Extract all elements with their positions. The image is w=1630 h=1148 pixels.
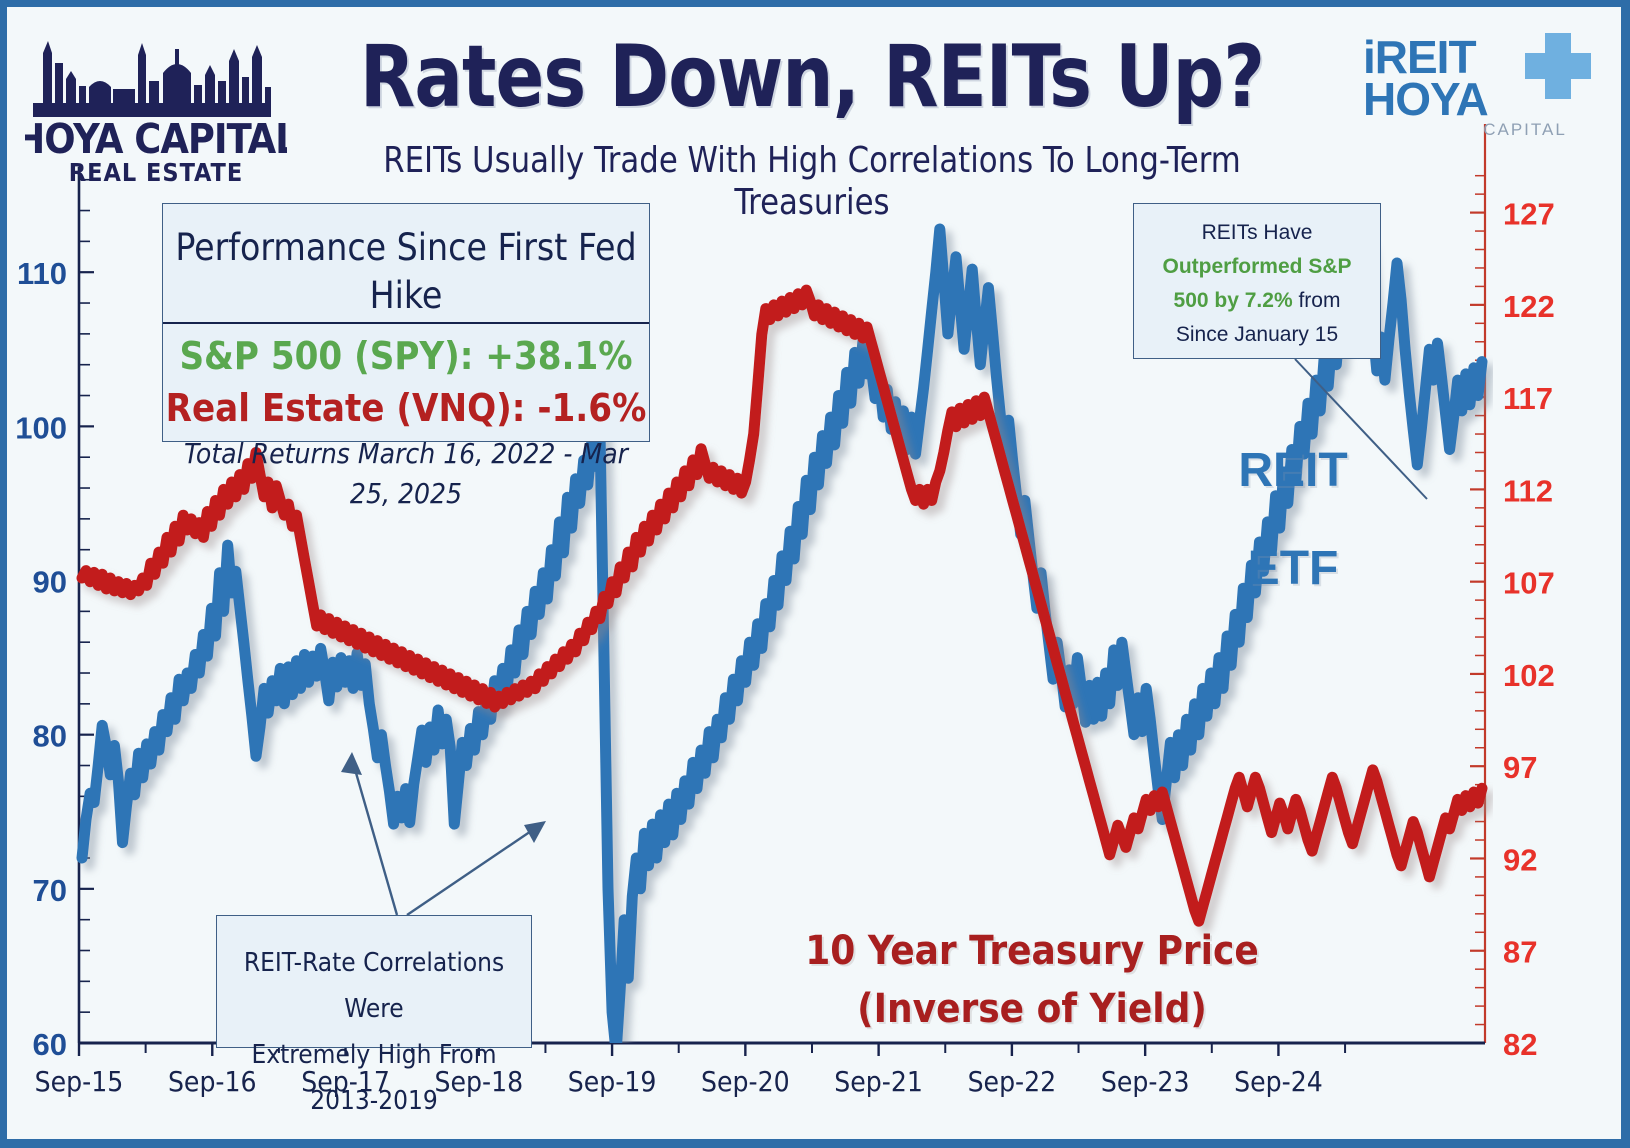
series-group: [76, 223, 1488, 1043]
left-axis-tick-label: 90: [33, 565, 67, 600]
chart-plot-area: 60 70 80 90 100 110 82 87 92 97 102 107 112 117 122 127…: [15, 124, 1555, 1098]
series-line-reit-etf: [76, 223, 1488, 1043]
x-axis-tick-label: Sep-19: [568, 1065, 657, 1098]
ireit-hoya-mark: iREIT HOYA CAPITAL: [1363, 31, 1591, 139]
vnq-performance: Real Estate (VNQ): -1.6%: [165, 386, 647, 430]
right-axis-tick-label: 127: [1503, 197, 1555, 232]
right-axis-tick-label: 92: [1503, 842, 1537, 877]
right-axis-tick-label: 112: [1503, 473, 1553, 508]
right-axis-tick-label: 107: [1503, 566, 1555, 601]
skyline-icon: HOYA CAPITAL REAL ESTATE: [25, 41, 287, 186]
leader-line-outperform: [1294, 358, 1428, 500]
x-axis-tick-label: Sep-16: [168, 1065, 257, 1098]
reit-series-label: REIT: [1238, 444, 1348, 497]
x-axis-tick-label: Sep-24: [1234, 1065, 1323, 1098]
ireit-hoya-logo: iREIT HOYA CAPITAL: [1349, 25, 1599, 140]
ireit-wordmark: iREIT: [1363, 31, 1476, 83]
right-axis-tick-label: 102: [1503, 658, 1555, 693]
etf-series-label: ETF: [1247, 542, 1339, 595]
x-axis-tick-label: Sep-15: [35, 1065, 124, 1098]
x-axis-tick-label: Sep-21: [834, 1065, 923, 1098]
left-axis-tick-label: 70: [33, 873, 67, 908]
x-axis-tick-label: Sep-18: [434, 1065, 523, 1098]
left-axis-tick-label: 60: [33, 1027, 67, 1062]
outperform-line1: REITs Have: [1201, 221, 1313, 244]
hoya-capital-logo: HOYA CAPITAL REAL ESTATE: [25, 31, 287, 186]
right-axis-tick-label: 87: [1503, 935, 1537, 970]
outperform-line3: 500 by 7.2% from: [1173, 289, 1341, 312]
correlation-callout-box: REIT-Rate Correlations Were Extremely Hi…: [216, 915, 532, 1116]
page-subtitle: REITs Usually Trade With High Correlatio…: [383, 140, 1241, 223]
x-axis-tick-label: Sep-20: [701, 1065, 790, 1098]
left-axis-tick-label: 110: [17, 256, 67, 291]
cross-icon: [1525, 33, 1591, 99]
right-axis-tick-label: 122: [1503, 289, 1555, 324]
treasury-series-label: 10 Year Treasury Price (Inverse of Yield…: [805, 928, 1259, 1032]
hoya-wordmark: HOYA: [1363, 73, 1488, 125]
chart-canvas: 60 70 80 90 100 110 82 87 92 97 102 107 112 117 122 127…: [7, 7, 1621, 1139]
outperform-line2: Outperformed S&P: [1162, 255, 1352, 278]
x-axis-tick-label: Sep-17: [301, 1065, 390, 1098]
spy-performance: S&P 500 (SPY): +38.1%: [179, 334, 633, 378]
left-axis-tick-label: 80: [33, 719, 67, 754]
logo-name-line2: REAL ESTATE: [69, 158, 243, 186]
annotation-leaders: [341, 358, 1428, 916]
x-axis-tick-label: Sep-23: [1101, 1065, 1190, 1098]
series-line-treasury: [76, 284, 1488, 927]
x-axis-tick-label: Sep-22: [968, 1065, 1057, 1098]
leader-line-left: [341, 752, 399, 916]
outperform-callout-box: REITs Have Outperformed S&P 500 by 7.2% …: [1133, 203, 1381, 359]
performance-footnote: Total Returns March 16, 2022 - Mar 25, 2…: [183, 437, 628, 510]
correlation-line1: REIT-Rate Correlations Were: [243, 948, 505, 1024]
logo-name-line1: HOYA CAPITAL: [25, 115, 287, 163]
capital-wordmark: CAPITAL: [1483, 120, 1567, 139]
right-axis-tick-label: 117: [1503, 381, 1553, 416]
right-axis-tick-label: 97: [1503, 750, 1537, 785]
performance-heading: Performance Since First Fed Hike: [163, 224, 649, 324]
performance-callout-box: Performance Since First Fed Hike S&P 500…: [162, 203, 650, 510]
right-axis-tick-label: 82: [1503, 1027, 1537, 1062]
leader-line-right: [406, 821, 546, 916]
axis-tick-labels: 60 70 80 90 100 110 82 87 92 97 102 107 112 117 122 127…: [15, 197, 1554, 1098]
outperform-line4: Since January 15: [1175, 323, 1339, 346]
page-title: Rates Down, REITs Up?: [359, 27, 1265, 127]
correlation-line2: Extremely High From 2013-2019: [251, 1040, 497, 1116]
left-axis-tick-label: 100: [15, 410, 67, 445]
